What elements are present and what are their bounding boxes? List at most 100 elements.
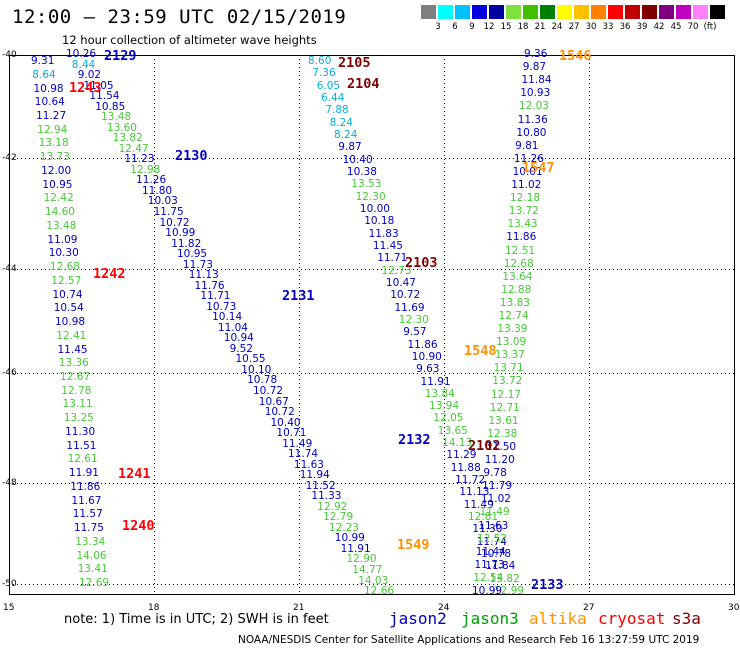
wave-height-label: 11.91 (340, 542, 371, 555)
wave-height-label: 11.69 (394, 301, 425, 314)
colorbar-tick-label: 36 (619, 22, 631, 32)
legend-jason3: jason3 (461, 609, 519, 628)
pass-number-label: 1548 (464, 343, 497, 359)
wave-height-label: 11.09 (47, 233, 78, 246)
wave-height-label: 10.00 (359, 202, 390, 215)
wave-height-label: 11.84 (521, 74, 552, 87)
colorbar-tick-label: 18 (517, 22, 529, 32)
wave-height-label: 9.02 (77, 69, 102, 82)
wave-height-label: 11.51 (66, 439, 97, 452)
wave-height-label: 11.74 (288, 448, 319, 461)
wave-height-label: 9.36 (524, 48, 548, 60)
longitude-tick-label: 24 (438, 603, 450, 613)
page-subtitle: 12 hour collection of altimeter wave hei… (62, 33, 317, 47)
wave-height-label: 12.79 (323, 511, 354, 524)
wave-height-label: 11.75 (73, 522, 104, 535)
wave-height-label: 10.67 (258, 395, 289, 408)
wave-height-label: 13.72 (508, 205, 539, 218)
wave-height-label: 11.73 (182, 258, 213, 271)
wave-height-label: 6.44 (321, 92, 345, 104)
wave-height-label: 12.18 (510, 192, 541, 205)
wave-height-label: 11.26 (136, 174, 167, 187)
colorbar-tick-label: 42 (653, 22, 665, 32)
pass-number-label: 1546 (559, 48, 592, 64)
map-grid (9, 55, 735, 595)
wave-height-label: 10.80 (516, 126, 547, 139)
colorbar-swatch (710, 5, 725, 19)
wave-height-label: 11.75 (153, 205, 184, 218)
wave-height-label: 10.18 (364, 215, 395, 228)
wave-height-label: 11.33 (311, 490, 342, 503)
wave-height-label: 11.45 (372, 239, 403, 252)
wave-height-label: 10.26 (66, 48, 97, 60)
wave-height-label: 10.95 (42, 178, 73, 191)
wave-height-label: 8.24 (329, 116, 353, 129)
wave-height-label: 11.50 (486, 440, 517, 453)
wave-height-label: 13.39 (497, 323, 528, 335)
wave-height-label: 10.93 (520, 87, 551, 100)
wave-height-label: 10.72 (253, 384, 284, 397)
wave-height-label: 12.51 (505, 244, 536, 257)
pass-number-label: 2103 (405, 255, 438, 271)
colorbar-tick-label: (ft) (703, 22, 717, 32)
wave-height-label: 12.71 (489, 401, 520, 414)
wave-height-label: 12.00 (41, 164, 72, 177)
wave-height-label: 10.47 (385, 276, 416, 289)
pass-number-label: 1241 (118, 466, 151, 482)
colorbar-swatch (659, 5, 674, 19)
wave-height-label: 11.74 (476, 535, 507, 548)
wave-height-label: 10.40 (270, 416, 301, 429)
wave-height-label: 11.02 (480, 493, 511, 506)
wave-height-label: 11.23 (124, 153, 155, 166)
wave-height-label: 13.36 (58, 357, 89, 370)
wave-height-label: 12.03 (518, 100, 549, 113)
wave-height-label: 9.57 (403, 326, 427, 339)
wave-height-label: 13.53 (351, 178, 382, 191)
wave-height-label: 13.83 (499, 296, 530, 309)
wave-height-label: 10.73 (206, 300, 237, 313)
wave-height-label: 12.67 (60, 370, 91, 383)
wave-height-label: 13.18 (38, 137, 69, 150)
colorbar-tick-label: 3 (435, 22, 441, 32)
pass-number-label: 2102 (468, 438, 501, 454)
wave-height-label: 11.88 (450, 461, 481, 474)
wave-height-label: 10.72 (159, 216, 190, 229)
wave-height-label: 12.99 (494, 585, 525, 597)
wave-height-label: 12.47 (118, 142, 149, 155)
colorbar-tick-label: 21 (534, 22, 546, 32)
colorbar-tick-label: 12 (483, 22, 495, 32)
wave-height-label: 12.30 (355, 190, 386, 203)
wave-height-label: 11.84 (485, 560, 516, 573)
wave-height-label: 11.44 (475, 545, 506, 558)
wave-height-label: 11.91 (68, 467, 99, 480)
colorbar-swatch (540, 5, 555, 19)
wave-height-label: 13.61 (488, 414, 519, 427)
wave-height-label: 9.87 (522, 61, 547, 74)
wave-height-label: 10.90 (411, 350, 442, 363)
wave-height-label: 12.81 (468, 511, 499, 523)
wave-height-label: 8.64 (32, 68, 56, 81)
wave-height-label: 12.69 (79, 577, 110, 589)
wave-height-label: 11.02 (511, 179, 542, 191)
wave-height-label: 12.38 (487, 427, 518, 440)
wave-height-label: 9.81 (515, 139, 539, 152)
wave-height-label: 12.30 (398, 313, 429, 326)
wave-height-label: 13.34 (75, 535, 106, 548)
wave-height-label: 13.37 (494, 349, 525, 362)
wave-height-label: 11.30 (65, 425, 96, 438)
wave-height-label: 10.55 (235, 353, 266, 366)
wave-height-label: 10.98 (55, 316, 86, 328)
pass-number-label: 2132 (398, 432, 431, 448)
colorbar-swatch (676, 5, 691, 19)
wave-height-label: 12.54 (473, 571, 504, 584)
wave-height-label: 10.03 (147, 195, 178, 208)
legend-altika: altika (529, 609, 587, 628)
wave-height-label: 11.49 (479, 506, 510, 519)
wave-height-label: 7.88 (325, 104, 349, 117)
colorbar-tick-label: 70 (687, 22, 699, 32)
wave-height-label: 11.71 (200, 290, 231, 303)
wave-height-label: 10.95 (177, 248, 208, 261)
wave-height-label: 10.01 (512, 165, 543, 178)
wave-height-label: 12.42 (43, 192, 74, 205)
wave-height-label: 10.98 (33, 82, 64, 95)
